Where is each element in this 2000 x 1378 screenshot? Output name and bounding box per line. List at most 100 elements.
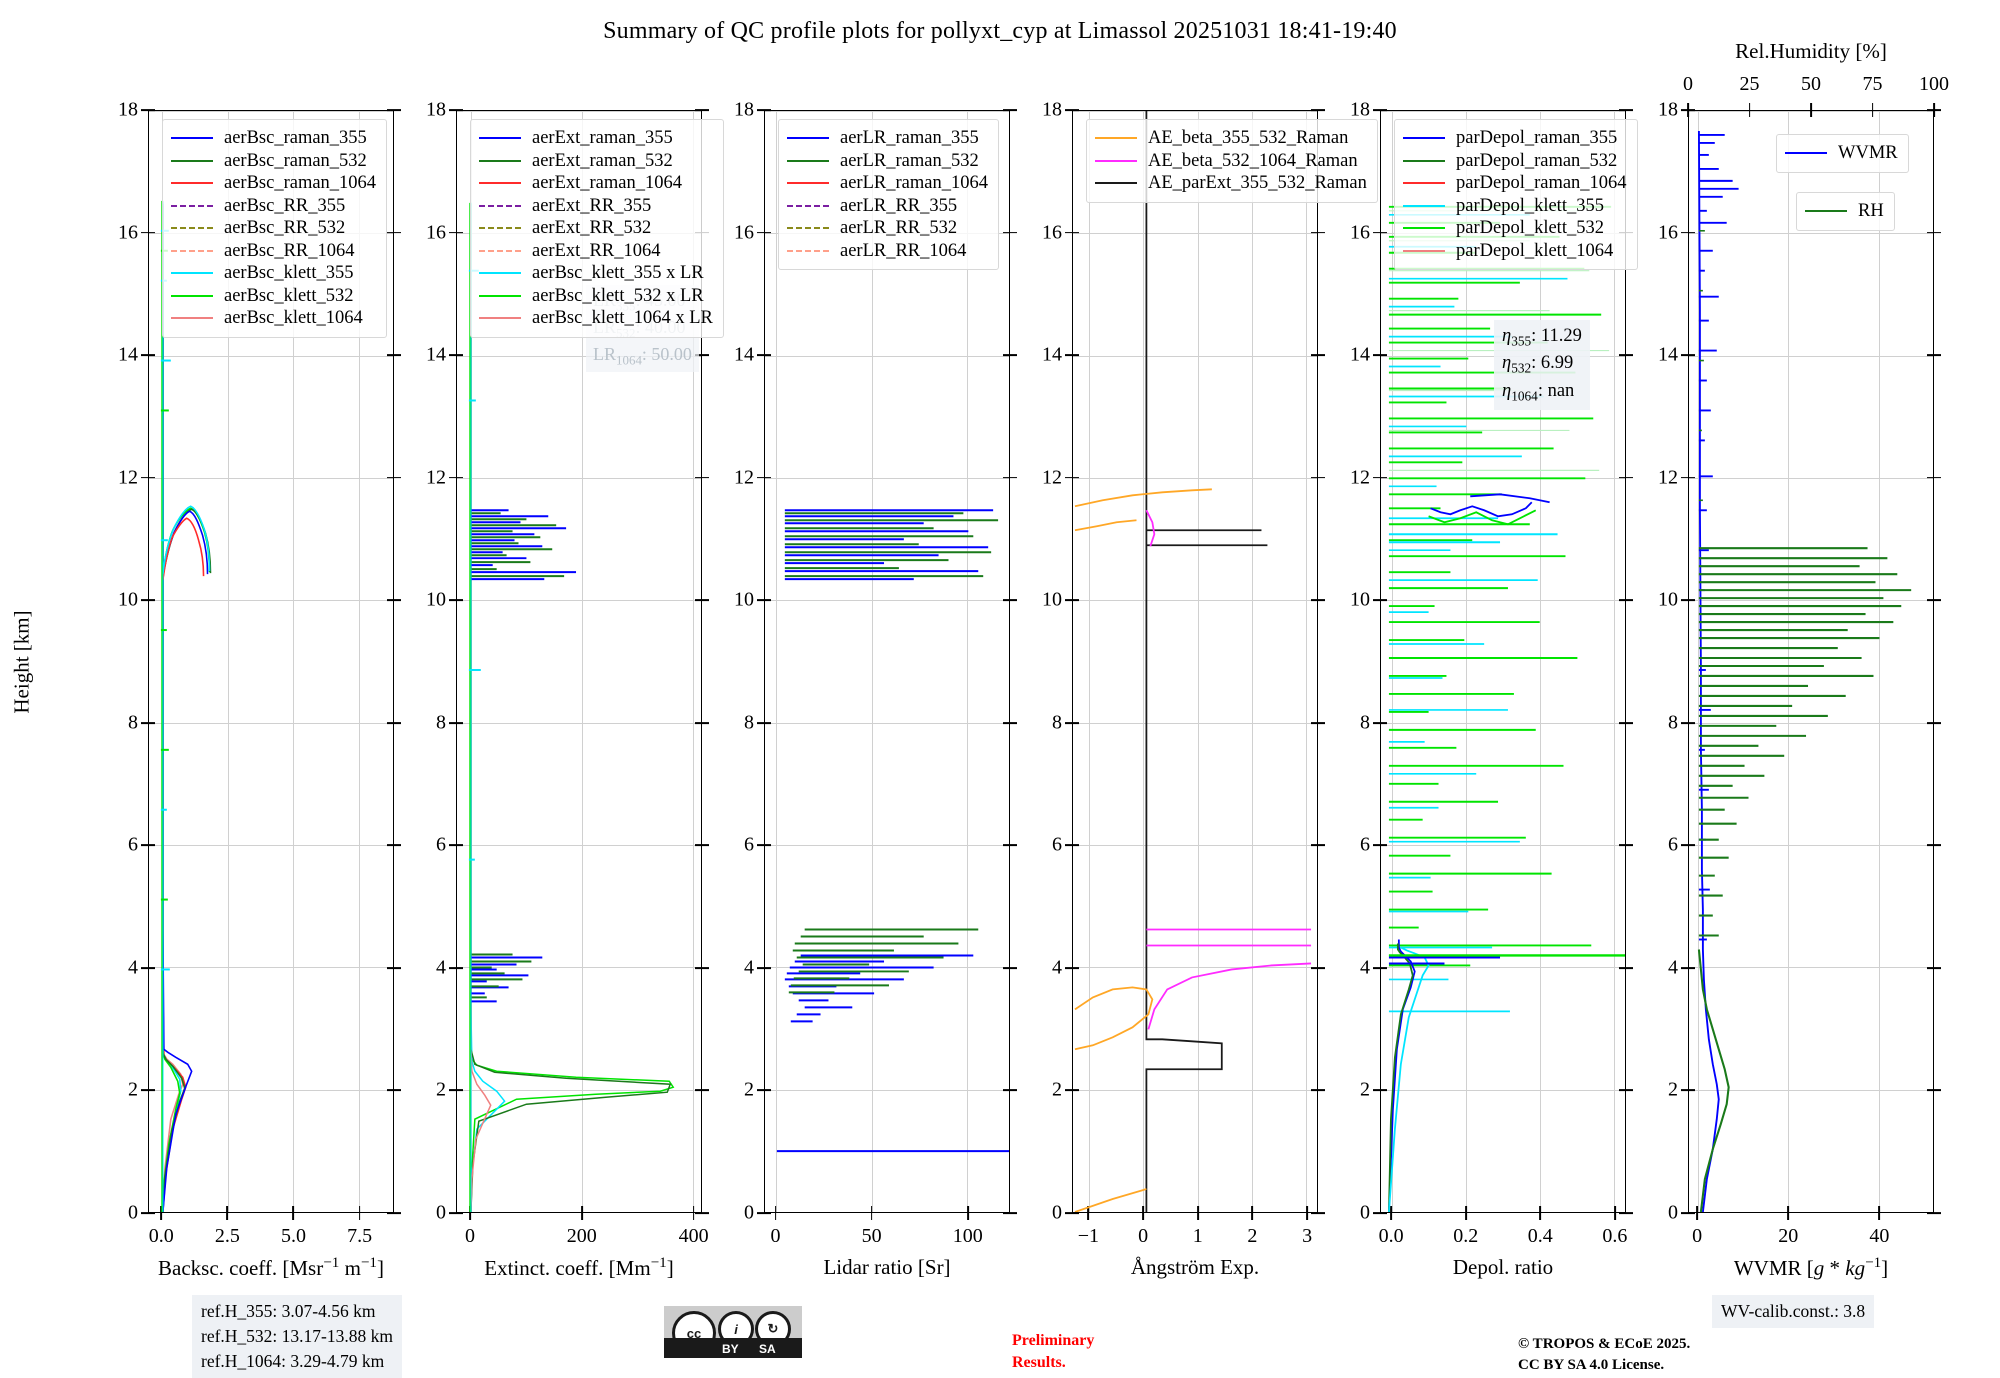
y-axis-tick	[1373, 1089, 1387, 1092]
y-axis-tick-right	[695, 354, 709, 357]
y-axis-tick	[1681, 966, 1695, 969]
legend-item[interactable]: aerLR_raman_355	[787, 127, 988, 150]
y-axis-tick-right	[387, 966, 401, 969]
plot-area-lidar-ratio	[764, 110, 1010, 1213]
gridline-horizontal	[765, 111, 1009, 112]
legend-item[interactable]: aerExt_raman_1064	[479, 172, 713, 195]
y-axis-tick	[1065, 844, 1079, 847]
cc-by-label: BY	[722, 1342, 739, 1356]
y-axis-tick-label: 4	[436, 956, 446, 979]
eta-1064-text: η1064: nan	[1502, 380, 1575, 404]
legend-item[interactable]: aerLR_RR_532	[787, 217, 988, 240]
legend-item[interactable]: aerLR_raman_532	[787, 150, 988, 173]
legend-swatch-aerbsc-rr-532	[171, 227, 213, 230]
y-axis-tick	[449, 966, 463, 969]
legend-label: parDepol_klett_532	[1456, 218, 1604, 238]
y-axis-tick-label: 14	[1658, 343, 1678, 366]
y-axis-tick-right	[1927, 354, 1941, 357]
y-axis-tick	[1681, 599, 1695, 602]
legend-item[interactable]: aerBsc_klett_355	[171, 262, 376, 285]
top-axis-tick-label: 0	[1683, 73, 1693, 95]
y-axis-tick	[1373, 109, 1387, 111]
legend-item[interactable]: aerBsc_klett_532 x LR	[479, 285, 713, 308]
legend-rh[interactable]: RH	[1796, 192, 1895, 231]
preliminary-results-note: Preliminary Results.	[1012, 1332, 1095, 1371]
legend-item[interactable]: aerBsc_klett_1064	[171, 307, 376, 330]
legend-item[interactable]: aerExt_raman_355	[479, 127, 713, 150]
lr-1064-text: LR1064: 50.00	[593, 344, 692, 368]
legend-item[interactable]: aerLR_RR_1064	[787, 240, 988, 263]
y-axis-tick	[757, 966, 771, 969]
gridline-horizontal	[1381, 600, 1625, 602]
legend-label: aerExt_RR_355	[532, 195, 652, 216]
legend-item[interactable]: WVMR	[1785, 142, 1898, 165]
legend-item[interactable]: aerBsc_klett_355 x LR	[479, 262, 713, 285]
legend-item[interactable]: AE_parExt_355_532_Raman	[1095, 172, 1367, 195]
legend-item[interactable]: aerBsc_klett_532	[171, 285, 376, 308]
legend-item[interactable]: parDepol_raman_355	[1403, 127, 1627, 150]
gridline-horizontal	[765, 478, 1009, 479]
y-axis-tick-label: 14	[1350, 343, 1370, 366]
copyright-note: © TROPOS & ECoE 2025. CC BY SA 4.0 Licen…	[1518, 1336, 1691, 1373]
x-axis-tick-label: 0.2	[1453, 1225, 1479, 1247]
legend-item[interactable]: parDepol_klett_355	[1403, 195, 1627, 218]
legend-item[interactable]: aerExt_RR_532	[479, 217, 713, 240]
legend-item[interactable]: parDepol_klett_532	[1403, 217, 1627, 240]
y-axis-tick-label: 14	[118, 343, 138, 366]
legend-swatch-aerext-rr-355	[479, 204, 521, 207]
legend-item[interactable]: aerLR_raman_1064	[787, 172, 988, 195]
legend-item[interactable]: aerBsc_klett_1064 x LR	[479, 307, 713, 330]
legend-depol-ratio[interactable]: parDepol_raman_355 parDepol_raman_532 pa…	[1394, 119, 1638, 270]
legend-item[interactable]: aerBsc_raman_1064	[171, 172, 376, 195]
legend-item[interactable]: aerBsc_RR_355	[171, 195, 376, 218]
legend-label: aerExt_RR_532	[532, 218, 652, 238]
x-axis-tick-label: 2	[1247, 1225, 1258, 1247]
cc-license-badge[interactable]: cc i ↻ BY SA	[664, 1306, 802, 1358]
y-axis-tick-right	[1311, 476, 1325, 479]
legend-label: aerLR_raman_1064	[840, 173, 988, 193]
y-axis-tick-label: 4	[1052, 956, 1062, 979]
legend-item[interactable]: aerLR_RR_355	[787, 195, 988, 218]
y-axis-tick-right	[1927, 231, 1941, 234]
legend-item[interactable]: aerBsc_raman_532	[171, 150, 376, 173]
legend-item[interactable]: AE_beta_532_1064_Raman	[1095, 150, 1367, 173]
x-axis-tick-label: 40	[1869, 1225, 1890, 1247]
x-axis-tick-label: 0	[1138, 1225, 1149, 1247]
legend-swatch-aerlr-rr-532	[787, 227, 829, 230]
legend-item[interactable]: aerExt_RR_1064	[479, 240, 713, 263]
legend-item[interactable]: aerBsc_RR_532	[171, 217, 376, 240]
y-axis-tick-label: 18	[1042, 98, 1062, 121]
y-axis-tick	[141, 599, 155, 602]
y-axis-tick-right	[1003, 231, 1017, 234]
legend-swatch-aerext-raman-1064	[479, 182, 521, 185]
legend-backscatter[interactable]: aerBsc_raman_355 aerBsc_raman_532 aerBsc…	[162, 119, 388, 338]
legend-item[interactable]: AE_beta_355_532_Raman	[1095, 127, 1367, 150]
legend-lidar-ratio[interactable]: aerLR_raman_355 aerLR_raman_532 aerLR_ra…	[778, 119, 999, 270]
legend-item[interactable]: parDepol_raman_1064	[1403, 172, 1627, 195]
y-axis-tick-right	[1003, 721, 1017, 724]
gridline-vertical	[1878, 111, 1880, 1212]
y-axis-tick	[141, 1089, 155, 1092]
legend-item[interactable]: parDepol_raman_532	[1403, 150, 1627, 173]
legend-label: aerBsc_raman_1064	[224, 173, 377, 193]
legend-angstrom[interactable]: AE_beta_355_532_Raman AE_beta_532_1064_R…	[1086, 119, 1378, 203]
legend-item[interactable]: parDepol_klett_1064	[1403, 240, 1627, 263]
legend-item[interactable]: aerExt_raman_532	[479, 150, 713, 173]
legend-label: parDepol_raman_355	[1456, 128, 1618, 148]
legend-wvmr[interactable]: WVMR	[1776, 134, 1909, 173]
y-axis-tick	[449, 109, 463, 111]
y-axis-tick-right	[1311, 109, 1325, 111]
y-axis-tick	[757, 354, 771, 357]
gridline-horizontal	[1381, 722, 1625, 724]
legend-swatch-aerbsc-klett-1064	[171, 317, 213, 320]
legend-item[interactable]: RH	[1805, 200, 1884, 223]
gridline-horizontal	[457, 111, 701, 112]
y-axis-tick-label: 0	[1052, 1201, 1062, 1224]
x-axis-tick-label: 5.0	[280, 1225, 306, 1247]
legend-item[interactable]: aerExt_RR_355	[479, 195, 713, 218]
legend-item[interactable]: aerBsc_RR_1064	[171, 240, 376, 263]
legend-extinction[interactable]: aerExt_raman_355 aerExt_raman_532 aerExt…	[470, 119, 724, 338]
y-axis-tick-right	[387, 354, 401, 357]
y-axis-tick-right	[695, 109, 709, 111]
legend-item[interactable]: aerBsc_raman_355	[171, 127, 376, 150]
